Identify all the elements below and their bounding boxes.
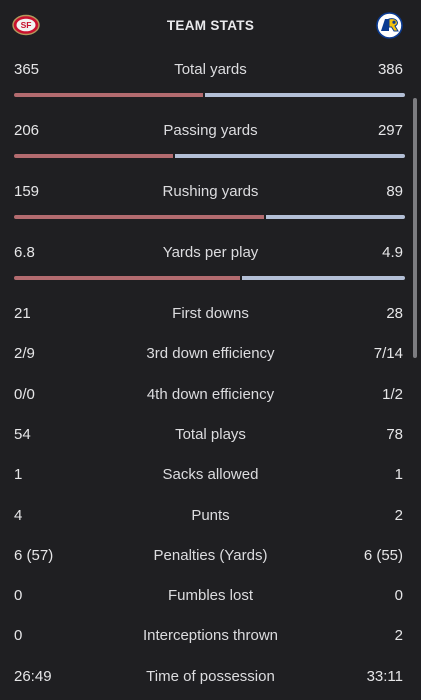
stat-label: 4th down efficiency: [146, 386, 275, 403]
comparison-bar: [14, 154, 405, 158]
comparison-bar: [14, 93, 405, 97]
home-bar-segment: [175, 154, 405, 158]
comparison-bar: [14, 215, 405, 219]
away-bar-segment: [14, 93, 203, 97]
home-stat-value: 1/2: [382, 386, 403, 403]
away-stat-value: 4: [14, 507, 23, 524]
home-bar-segment: [205, 93, 405, 97]
comparison-bar: [14, 276, 405, 280]
stat-row: First downs 21 28: [0, 302, 421, 326]
stat-label: 3rd down efficiency: [146, 345, 275, 362]
home-stat-value: 386: [377, 61, 403, 78]
away-stat-value: 21: [14, 305, 31, 322]
stat-row: Interceptions thrown 0 2: [0, 624, 421, 648]
stat-label: Passing yards: [163, 122, 258, 139]
stat-label: Rushing yards: [162, 183, 259, 200]
svg-text:SF: SF: [21, 20, 32, 30]
home-stat-value: 297: [377, 122, 403, 139]
stat-row: Penalties (Yards) 6 (57) 6 (55): [0, 544, 421, 568]
away-stat-value: 26:49: [14, 668, 52, 685]
stat-label: Penalties (Yards): [153, 547, 268, 564]
stat-label: Fumbles lost: [167, 587, 254, 604]
stat-row: Passing yards 206 297: [0, 119, 421, 143]
away-bar-segment: [14, 215, 264, 219]
home-stat-value: 28: [386, 305, 403, 322]
home-stat-value: 2: [394, 507, 403, 524]
home-stat-value: 4.9: [382, 244, 403, 261]
away-bar-segment: [14, 276, 240, 280]
stats-header: SF TEAM STATS: [0, 0, 421, 52]
away-stat-value: 0: [14, 627, 23, 644]
stat-row: 3rd down efficiency 2/9 7/14: [0, 342, 421, 366]
stat-label: Sacks allowed: [162, 466, 259, 483]
away-stat-value: 159: [14, 183, 40, 200]
stat-row: Yards per play 6.8 4.9: [0, 241, 421, 265]
stat-label: First downs: [172, 305, 249, 322]
home-bar-segment: [242, 276, 405, 280]
rams-logo-icon: [376, 12, 403, 39]
away-stat-value: 1: [14, 466, 23, 483]
stat-row: Sacks allowed 1 1: [0, 463, 421, 487]
home-stat-value: 6 (55): [363, 547, 403, 564]
stat-row: Time of possession 26:49 33:11: [0, 665, 421, 689]
away-stat-value: 2/9: [14, 345, 35, 362]
home-bar-segment: [266, 215, 405, 219]
home-stat-value: 1: [394, 466, 403, 483]
away-stat-value: 0: [14, 587, 23, 604]
stat-label: Punts: [191, 507, 230, 524]
away-stat-value: 206: [14, 122, 40, 139]
stat-row: Rushing yards 159 89: [0, 180, 421, 204]
stat-label: Yards per play: [162, 244, 259, 261]
stat-row: 4th down efficiency 0/0 1/2: [0, 383, 421, 407]
home-stat-value: 78: [386, 426, 403, 443]
away-stat-value: 6 (57): [14, 547, 54, 564]
home-stat-value: 0: [394, 587, 403, 604]
49ers-logo-icon: SF: [12, 14, 40, 36]
stat-label: Total plays: [175, 426, 246, 443]
stat-label: Interceptions thrown: [142, 627, 279, 644]
home-stat-value: 33:11: [366, 668, 403, 685]
home-stat-value: 7/14: [373, 345, 403, 362]
stat-row: Total yards 365 386: [0, 58, 421, 82]
stat-row: Total plays 54 78: [0, 423, 421, 447]
away-bar-segment: [14, 154, 173, 158]
home-stat-value: 89: [386, 183, 403, 200]
stat-label: Time of possession: [146, 668, 275, 685]
home-stat-value: 2: [394, 627, 403, 644]
away-stat-value: 365: [14, 61, 40, 78]
page-title: TEAM STATS: [166, 18, 255, 33]
away-stat-value: 6.8: [14, 244, 35, 261]
away-stat-value: 54: [14, 426, 31, 443]
stat-row: Punts 4 2: [0, 504, 421, 528]
stat-row: Fumbles lost 0 0: [0, 584, 421, 608]
scrollbar[interactable]: [413, 98, 417, 358]
stat-label: Total yards: [174, 61, 247, 78]
away-stat-value: 0/0: [14, 386, 35, 403]
